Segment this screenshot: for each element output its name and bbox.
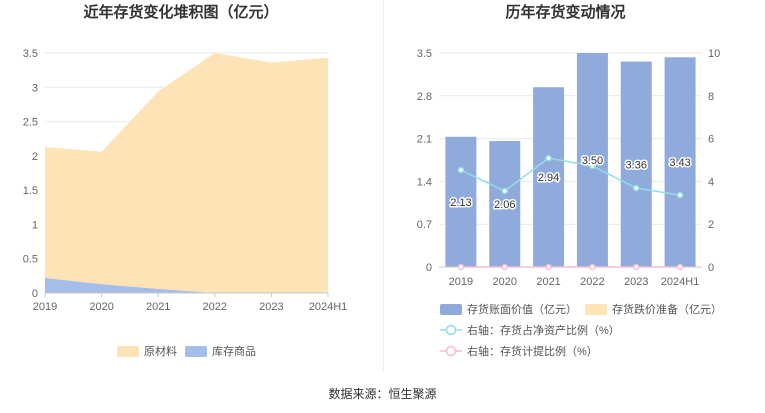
x-axis-tick-label: 2022 [580,276,604,288]
legend-label-finished-goods: 库存商品 [212,346,256,358]
provision-ratio-point [545,263,552,271]
bar-data-label: 2.06 [494,199,515,211]
provision-ratio-point [633,263,640,271]
legend-label-provision-ratio: 右轴：存货计提比例（%） [467,346,598,358]
x-axis-tick-label: 2024H1 [309,301,348,313]
area-chart-title: 近年存货变化堆积图（亿元） [83,4,279,21]
raw-materials-area [45,53,328,293]
right-y-axis-tick-label: 4 [708,176,714,188]
provision-ratio-point [589,263,596,271]
y-axis-tick-label: 3.5 [23,48,38,60]
net-asset-ratio-point [501,187,508,195]
left-y-axis-tick-label: 3.5 [417,48,432,60]
x-axis-tick-label: 2024H1 [661,276,700,288]
legend-item-book-value[interactable]: 存货账面价值（亿元） [440,301,577,317]
inventory-book-value-bar [576,53,608,267]
y-axis-tick-label: 0.5 [23,254,38,266]
legend-item-provision-ratio[interactable]: 右轴：存货计提比例（%） [440,343,598,359]
net-asset-ratio-point [457,166,465,174]
legend-label-impairment: 存货跌价准备（亿元） [612,304,722,316]
right-y-axis-tick-label: 10 [708,48,720,60]
impairment-swatch [585,303,607,315]
legend-item-net-asset-ratio[interactable]: 右轴：存货占净资产比例（%） [440,322,620,338]
x-axis-tick-label: 2022 [203,301,227,313]
net-asset-ratio-point [676,191,684,199]
x-axis-tick-label: 2020 [493,276,517,288]
legend-label-raw-materials: 原材料 [144,346,177,358]
inventory-book-value-bar [533,87,565,268]
provision-ratio-point [457,263,465,271]
legend-marker [445,345,457,357]
combo-legend-row-3: 右轴：存货计提比例（%） [440,344,598,358]
bar-data-label: 2.13 [450,197,471,209]
finished-goods-swatch [185,345,207,357]
net-asset-ratio-point [633,184,640,192]
x-axis-tick-label: 2021 [146,301,170,313]
left-y-axis-tick-label: 1.4 [417,176,432,188]
legend-item-finished-goods[interactable]: 库存商品 [185,343,256,359]
combo-legend-row-2: 右轴：存货占净资产比例（%） [440,323,620,337]
x-axis-tick-label: 2019 [33,301,57,313]
raw-materials-swatch [117,345,139,357]
area-chart-legend: 原材料 库存商品 [117,344,256,358]
legend-marker [445,324,457,336]
y-axis-tick-label: 2.5 [23,117,38,129]
legend-label-book-value: 存货账面价值（亿元） [467,304,577,316]
book-value-swatch [440,303,462,315]
bar-data-label: 3.50 [582,155,603,167]
left-y-axis-tick-label: 0.7 [417,219,432,231]
net-asset-ratio-line-icon [440,324,462,336]
x-axis-tick-label: 2020 [89,301,113,313]
provision-ratio-line-icon [440,345,462,357]
right-y-axis-tick-label: 6 [708,134,714,146]
y-axis-tick-label: 1.5 [23,185,38,197]
inventory-book-value-bar [664,57,696,267]
legend-item-raw-materials[interactable]: 原材料 [117,343,177,359]
bar-data-label: 3.43 [669,157,690,169]
provision-ratio-point [676,263,684,271]
right-y-axis-tick-label: 0 [708,262,714,274]
combo-legend-row-1: 存货账面价值（亿元） 存货跌价准备（亿元） [440,302,722,316]
inventory-book-value-bar [489,141,521,267]
finished-goods-area [45,277,328,293]
legend-item-impairment[interactable]: 存货跌价准备（亿元） [585,301,722,317]
bar-data-label: 2.94 [538,172,559,184]
bar-data-label: 3.36 [626,159,647,171]
y-axis-tick-label: 0 [32,288,38,300]
legend-label-net-asset-ratio: 右轴：存货占净资产比例（%） [467,325,620,337]
y-axis-tick-label: 1 [32,219,38,231]
left-y-axis-tick-label: 0 [426,262,432,274]
inventory-book-value-bar [445,136,477,267]
x-axis-tick-label: 2021 [536,276,560,288]
right-y-axis-tick-label: 2 [708,219,714,231]
combo-chart-title: 历年存货变动情况 [505,4,626,21]
net-asset-ratio-line [460,157,681,196]
x-axis-tick-label: 2019 [449,276,473,288]
y-axis-tick-label: 2 [32,151,38,163]
provision-ratio-point [501,263,508,271]
x-axis-tick-label: 2023 [259,301,283,313]
net-asset-ratio-point [545,154,552,162]
net-asset-ratio-point [589,162,596,170]
inventory-book-value-bar [620,61,652,268]
left-y-axis-tick-label: 2.1 [417,134,432,146]
inventory-stacked-area-chart: 0 0.5 1 1.5 2 2.5 3 3.5 2019 2020 2021 2022 2023 2024… [23,48,348,313]
right-y-axis-tick-label: 8 [708,91,714,103]
y-axis-tick-label: 3 [32,82,38,94]
data-source-footer: 数据来源：恒生聚源 [328,387,437,401]
panel-divider [383,0,384,372]
x-axis-tick-label: 2023 [624,276,648,288]
left-y-axis-tick-label: 2.8 [417,91,432,103]
stacked-area-panel: 近年存货变化堆积图（亿元） 0 0.5 1 1.5 2 2.5 3 3.5 2019 2020 20… [0,0,383,372]
